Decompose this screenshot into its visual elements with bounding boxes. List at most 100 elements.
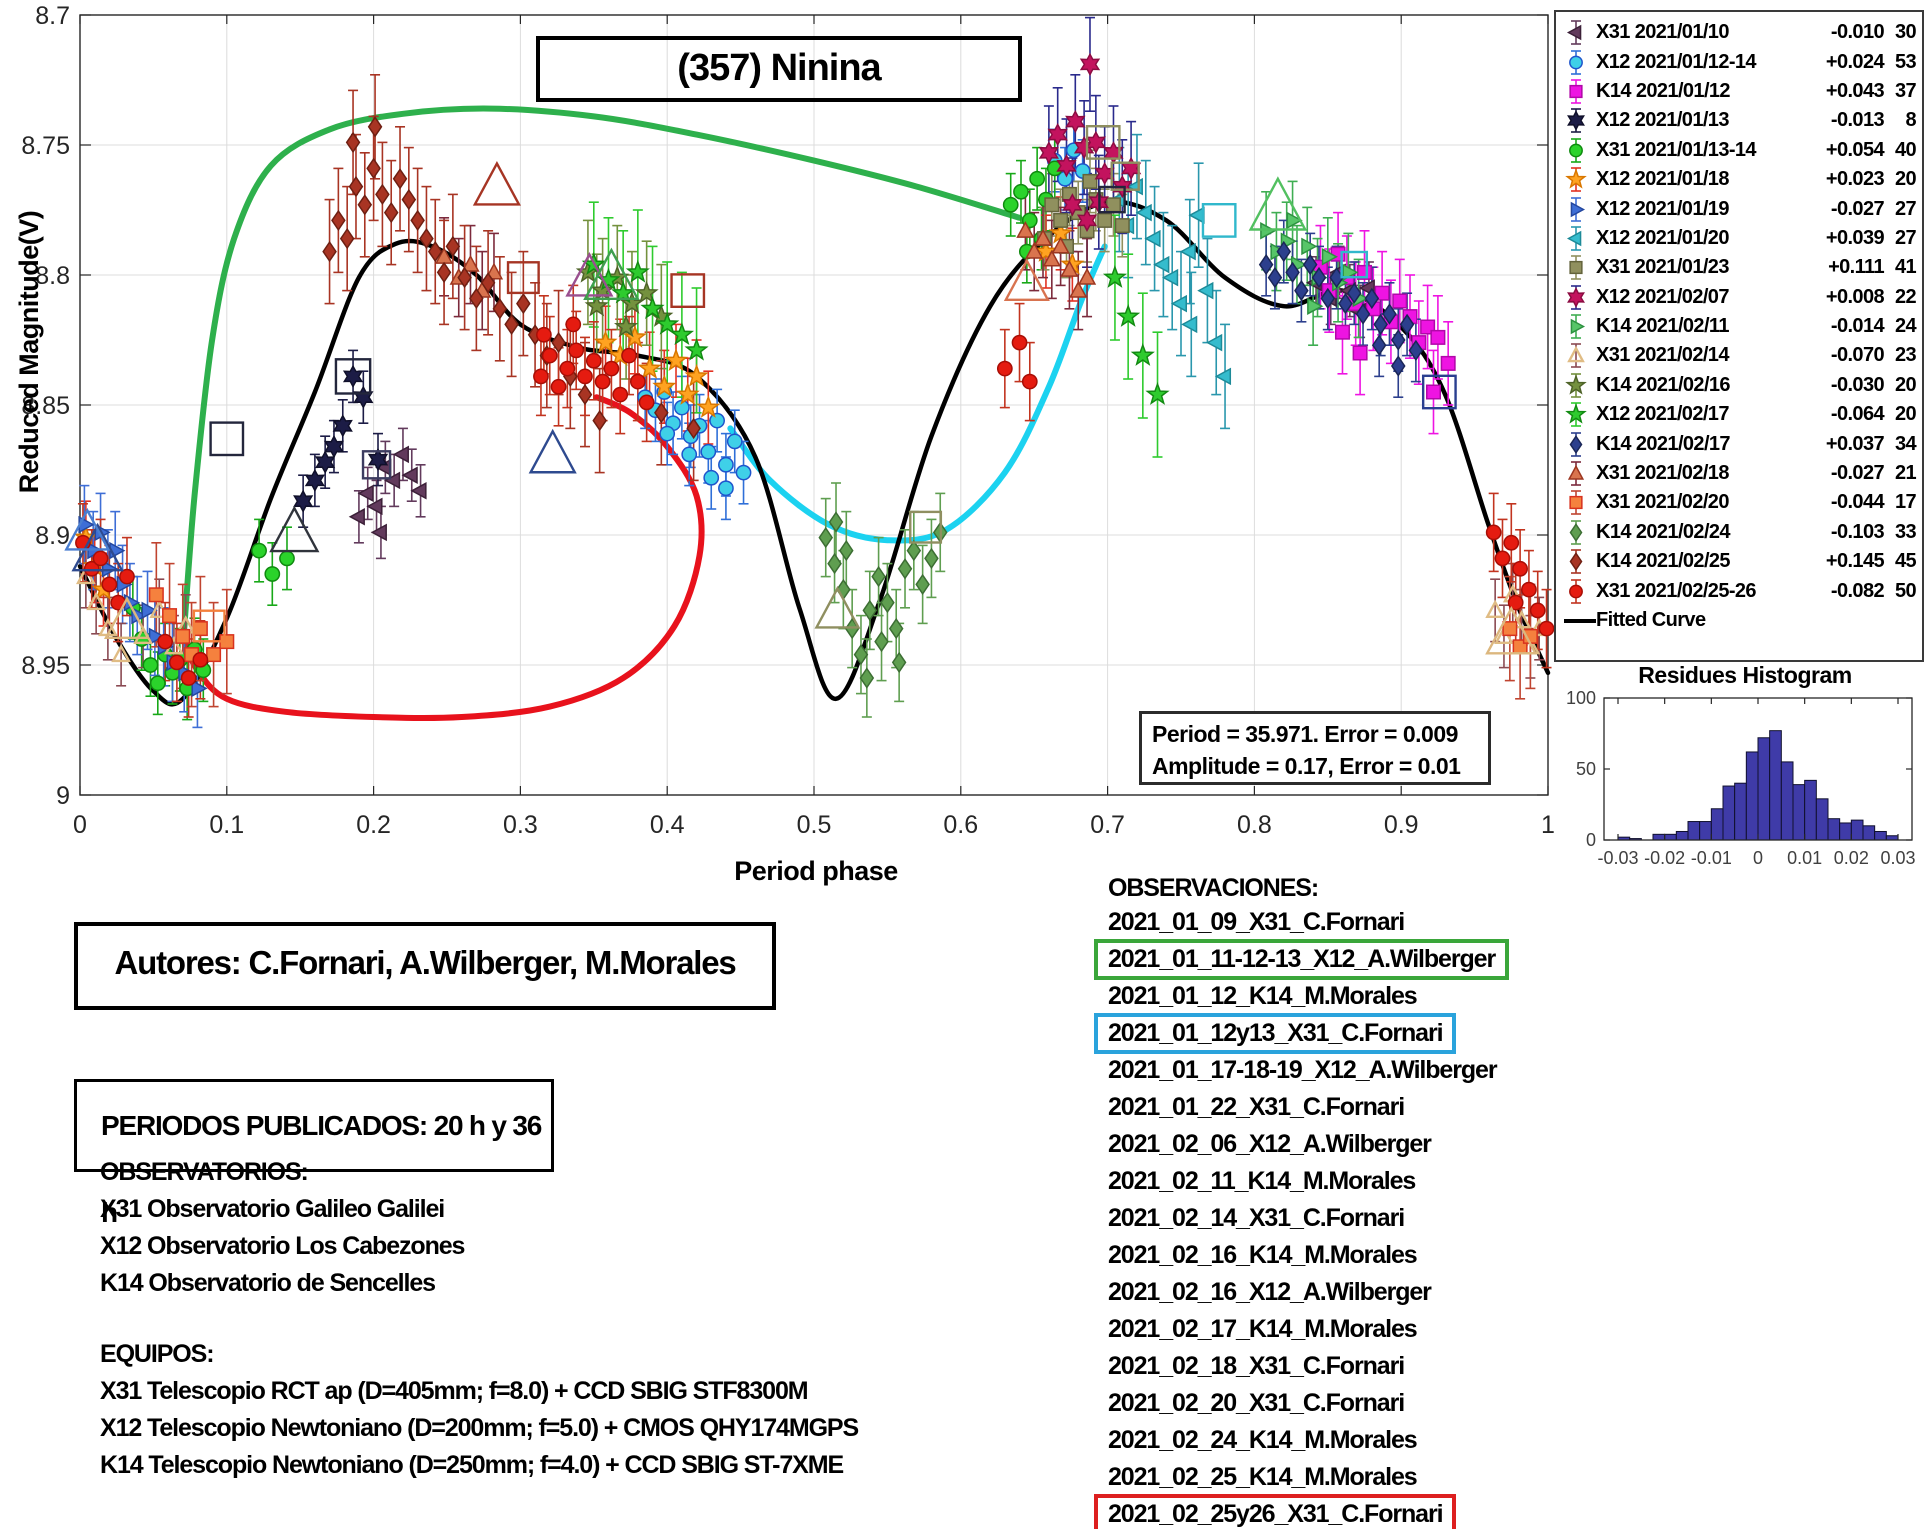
legend-entry: K14 2021/02/11 -0.014 24 — [1562, 312, 1917, 341]
svg-text:8.95: 8.95 — [21, 652, 70, 680]
legend-entry: X31 2021/02/20 -0.044 17 — [1562, 488, 1917, 517]
legend-label: K14 2021/02/24 — [1596, 520, 1731, 543]
observation-item: 2021_01_22_X31_C.Fornari — [1108, 1093, 1405, 1121]
legend-marker-icon — [1567, 284, 1585, 310]
legend-offset-value: -0.027 — [1830, 197, 1885, 220]
legend-marker-icon — [1569, 520, 1583, 545]
legend-marker-icon — [1569, 490, 1583, 516]
observation-item: 2021_02_16_X12_A.Wilberger — [1108, 1278, 1432, 1306]
svg-text:0.8: 0.8 — [1237, 811, 1272, 839]
legend-offset-value: -0.082 — [1830, 579, 1885, 602]
legend-marker-icon — [1565, 167, 1587, 192]
legend-offset-value: +0.043 — [1825, 79, 1885, 102]
equipos-heading: EQUIPOS: — [100, 1340, 215, 1368]
legend-label: X31 2021/01/23 — [1596, 256, 1729, 279]
svg-text:8.9: 8.9 — [35, 522, 70, 550]
legend-label: X31 2021/02/18 — [1596, 462, 1729, 485]
published-periods-box: PERIODOS PUBLICADOS: 20 h y 36 h — [74, 1079, 554, 1228]
observation-item: 2021_02_18_X31_C.Fornari — [1108, 1352, 1405, 1380]
legend-entry: X12 2021/01/20 +0.039 27 — [1562, 224, 1917, 253]
legend-offset-value: -0.030 — [1830, 373, 1885, 396]
legend-point-count: 27 — [1894, 197, 1917, 220]
legend-label: X12 2021/01/18 — [1596, 168, 1729, 191]
observatorios-heading: OBSERVATORIOS: — [100, 1158, 309, 1186]
legend-label: K14 2021/02/25 — [1596, 550, 1731, 573]
legend-label: K14 2021/01/12 — [1596, 79, 1731, 102]
legend-marker-icon — [1569, 255, 1583, 281]
svg-text:8.7: 8.7 — [35, 2, 70, 30]
period-line: Period = 35.971. Error = 0.009 — [1152, 721, 1458, 747]
legend-marker-icon — [1565, 402, 1587, 428]
legend-marker-icon — [1567, 461, 1585, 486]
svg-text:9: 9 — [56, 782, 70, 810]
legend-marker-icon — [1569, 137, 1583, 163]
legend-marker-icon — [1569, 549, 1583, 575]
observation-item-highlighted-green: 2021_01_11-12-13_X12_A.Wilberger — [1094, 939, 1510, 980]
legend-point-count: 21 — [1894, 462, 1917, 485]
legend-entry: X12 2021/01/18 +0.023 20 — [1562, 165, 1917, 194]
legend-entry: K14 2021/01/12 +0.043 37 — [1562, 77, 1917, 106]
observatorio-line: K14 Observatorio de Sencelles — [100, 1269, 436, 1297]
legend-point-count: 41 — [1894, 256, 1917, 279]
chart-legend: X31 2021/01/10 -0.010 30 X12 2021/01/12-14 +… — [1554, 10, 1924, 662]
legend-offset-value: -0.070 — [1830, 344, 1885, 367]
svg-text:0.7: 0.7 — [1090, 811, 1125, 839]
svg-text:0.02: 0.02 — [1834, 848, 1869, 868]
observation-item: 2021_02_11_K14_M.Morales — [1108, 1167, 1416, 1195]
svg-text:0.3: 0.3 — [503, 811, 538, 839]
legend-marker-icon — [1569, 578, 1583, 604]
legend-point-count: 20 — [1894, 168, 1917, 191]
observatorio-line: X12 Observatorio Los Cabezones — [100, 1232, 465, 1260]
legend-point-count: 45 — [1894, 550, 1917, 573]
fitted-curve-line-icon — [1564, 619, 1596, 623]
legend-offset-value: +0.145 — [1825, 550, 1885, 573]
equipo-line: X12 Telescopio Newtoniano (D=200mm; f=5.… — [100, 1414, 859, 1442]
observation-item: 2021_01_17-18-19_X12_A.Wilberger — [1108, 1056, 1498, 1084]
observatorio-line: X31 Observatorio Galileo Galilei — [100, 1195, 445, 1223]
observaciones-heading: OBSERVACIONES: — [1108, 874, 1319, 902]
legend-label: X31 2021/02/20 — [1596, 491, 1729, 514]
legend-label: X12 2021/02/17 — [1596, 403, 1729, 426]
legend-point-count: 33 — [1894, 520, 1917, 543]
observation-item: 2021_02_06_X12_A.Wilberger — [1108, 1130, 1432, 1158]
legend-point-count: 34 — [1894, 432, 1917, 455]
legend-point-count: 20 — [1894, 373, 1917, 396]
legend-marker-icon — [1569, 49, 1583, 75]
legend-label: K14 2021/02/16 — [1596, 373, 1731, 396]
legend-point-count: 40 — [1894, 138, 1917, 161]
legend-offset-value: -0.010 — [1830, 21, 1885, 44]
observation-item: 2021_02_20_X31_C.Fornari — [1108, 1389, 1405, 1417]
legend-entry-fitted-curve: Fitted Curve — [1562, 606, 1916, 635]
legend-offset-value: +0.111 — [1828, 256, 1885, 279]
y-axis-label: Reduced Magnitude(V) — [14, 210, 44, 494]
period-info-box: Period = 35.971. Error = 0.009 Amplitude… — [1139, 711, 1491, 785]
legend-point-count: 17 — [1894, 491, 1917, 514]
observation-item-highlighted-blue: 2021_01_12y13_X31_C.Fornari — [1094, 1013, 1457, 1054]
observation-item-highlighted-red: 2021_02_25y26_X31_C.Fornari — [1094, 1494, 1457, 1529]
legend-offset-value: +0.008 — [1825, 285, 1885, 308]
equipo-line: K14 Telescopio Newtoniano (D=250mm; f=4.… — [100, 1451, 844, 1479]
legend-marker-icon — [1567, 108, 1585, 134]
legend-label: X31 2021/01/10 — [1596, 21, 1729, 44]
legend-point-count: 37 — [1894, 79, 1917, 102]
svg-text:1: 1 — [1541, 811, 1555, 839]
svg-text:0.01: 0.01 — [1787, 848, 1822, 868]
svg-text:-0.01: -0.01 — [1691, 848, 1732, 868]
legend-marker-icon — [1569, 431, 1583, 457]
legend-point-count: 24 — [1894, 315, 1917, 338]
observation-item: 2021_02_16_K14_M.Morales — [1108, 1241, 1418, 1269]
observation-item: 2021_02_24_K14_M.Morales — [1108, 1426, 1418, 1454]
observation-item: 2021_02_17_K14_M.Morales — [1108, 1315, 1418, 1343]
legend-offset-value: +0.023 — [1825, 168, 1885, 191]
svg-text:0.5: 0.5 — [797, 811, 832, 839]
legend-entry: K14 2021/02/16 -0.030 20 — [1562, 371, 1917, 400]
legend-label: K14 2021/02/17 — [1596, 432, 1731, 455]
legend-label: X12 2021/01/20 — [1596, 226, 1729, 249]
legend-entry: X12 2021/01/12-14 +0.024 53 — [1562, 47, 1917, 76]
legend-marker-icon — [1565, 373, 1587, 398]
lightcurve-plot: 0 0.1 0.2 0.3 0.4 0.5 0.6 0.7 0.8 0.9 1 8.7 8.75 8.8 8… — [21, 2, 1555, 839]
equipo-line: X31 Telescopio RCT ap (D=405mm; f=8.0) +… — [100, 1377, 809, 1405]
legend-offset-value: -0.064 — [1830, 403, 1885, 426]
legend-point-count: 20 — [1894, 403, 1917, 426]
histogram-title: Residues Histogram — [1638, 662, 1852, 688]
